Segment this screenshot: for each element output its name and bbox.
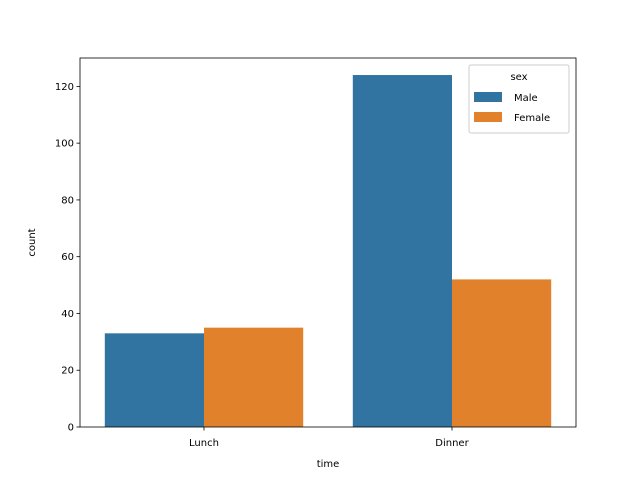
bar-lunch-male [104, 333, 204, 427]
y-tick-label: 60 [61, 252, 74, 263]
x-axis-ticks: Lunch Dinner [189, 427, 470, 449]
bar-lunch-female [204, 327, 304, 427]
bar-dinner-female [452, 279, 552, 427]
y-axis-label: count [27, 228, 38, 256]
y-axis-ticks: 0 20 40 60 80 100 120 [55, 82, 80, 434]
legend-swatch-female [474, 112, 502, 122]
legend-label-male: Male [514, 93, 538, 104]
axes-frame [79, 57, 577, 428]
y-tick-label: 20 [61, 366, 74, 377]
y-tick-label: 80 [61, 195, 74, 206]
legend-swatch-male [474, 92, 502, 102]
legend: sex Male Female [468, 64, 570, 134]
y-tick-label: 40 [61, 309, 74, 320]
y-tick-label: 120 [55, 82, 74, 93]
x-tick-label: Lunch [189, 438, 219, 449]
legend-label-female: Female [514, 113, 550, 124]
legend-items: Male Female [474, 92, 550, 124]
y-tick-label: 100 [55, 139, 74, 150]
legend-title: sex [510, 72, 527, 83]
bars-layer [104, 75, 552, 428]
y-tick-label: 0 [68, 423, 74, 434]
x-tick-label: Dinner [435, 438, 469, 449]
bar-dinner-male [352, 75, 452, 428]
x-axis-label: time [317, 459, 340, 470]
